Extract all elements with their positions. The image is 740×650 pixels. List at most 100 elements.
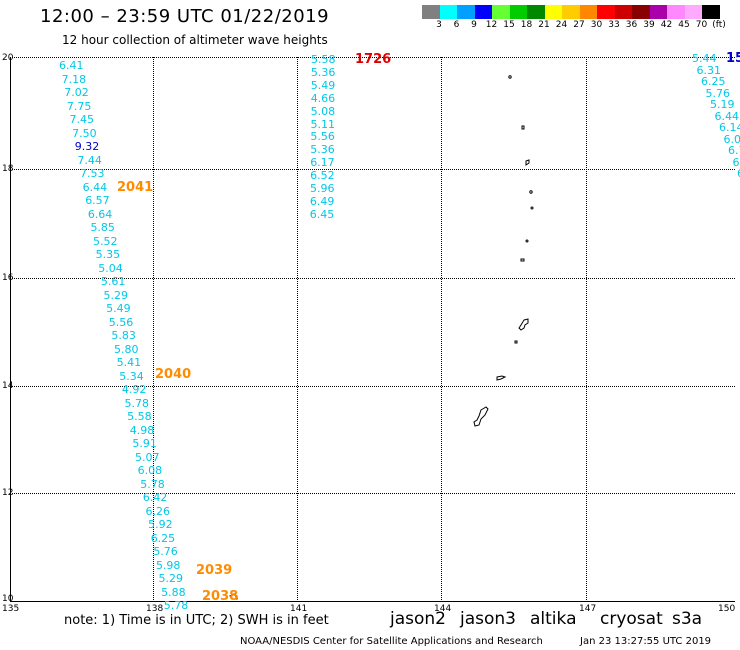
color-scale-swatch: [684, 5, 702, 19]
wave-height-value: 7.50: [72, 126, 97, 140]
page-title: 12:00 – 23:59 UTC 01/22/2019: [40, 6, 330, 27]
color-scale-label: 24: [555, 20, 568, 30]
wave-height-value: 6.26: [145, 504, 170, 518]
wave-height-value: 6.25: [701, 75, 726, 88]
wave-height-value: 5.61: [100, 275, 126, 288]
wave-height-value: 5.76: [153, 545, 178, 558]
pass-time-label: 2041: [117, 180, 154, 195]
wave-height-value: 6.44: [714, 109, 740, 123]
wave-height-value: 5.78: [140, 477, 165, 491]
wave-height-value: 5.29: [103, 288, 129, 302]
wave-height-value: 5.36: [310, 65, 336, 79]
color-scale-label: 42: [660, 20, 673, 30]
gridline-lat-12: [10, 493, 735, 494]
island-outline: [529, 190, 533, 194]
wave-height-value: 5.41: [116, 356, 142, 369]
wave-height-value: 6.17: [310, 156, 335, 170]
lat-label: 10: [2, 594, 14, 604]
wave-height-value: 7.75: [66, 99, 92, 113]
lat-label: 16: [2, 273, 14, 283]
wave-height-value: 5.56: [108, 315, 134, 329]
color-scale-label: 3: [436, 20, 442, 30]
wave-height-value: 5.85: [90, 221, 115, 234]
color-scale-swatch: [474, 5, 492, 19]
gridline-lat-20: [10, 57, 735, 58]
wave-height-value: 5.91: [132, 437, 157, 450]
legend-satellite: altika: [530, 609, 577, 629]
pass-time-label: 2039: [196, 563, 233, 578]
wave-height-value: 6.42: [142, 491, 168, 504]
wave-height-value: 6.14: [719, 121, 740, 134]
wave-height-value: 4.92: [121, 383, 147, 396]
wave-height-value: 6.08: [137, 464, 163, 477]
color-scale-label: 45: [678, 20, 690, 30]
lat-label: 14: [2, 381, 14, 391]
wave-height-value: 5.44: [692, 52, 717, 65]
color-scale-label: 27: [573, 20, 585, 30]
wave-height-value: 5.36: [310, 143, 335, 157]
wave-height-value: 6.41: [59, 59, 84, 72]
pass-time-label: 15: [726, 51, 740, 66]
wave-height-value: 5.56: [310, 130, 335, 144]
color-scale-swatch: [439, 5, 457, 19]
color-scale-swatch: [667, 5, 685, 19]
color-scale-swatch: [509, 5, 527, 19]
island-outline: [496, 375, 507, 381]
wave-height-value: 5.92: [148, 518, 173, 531]
color-scale-swatch: [527, 5, 545, 19]
color-scale-label: 9: [471, 20, 477, 30]
wave-height-value: 5.88: [161, 585, 186, 599]
island-outline: [508, 75, 512, 79]
wave-height-value: 6.8: [732, 155, 740, 169]
lon-label: 138: [146, 604, 164, 614]
island-outline: [520, 258, 525, 262]
wave-height-value: 5.04: [98, 261, 123, 275]
wave-height-value: 5.34: [119, 369, 144, 383]
island-outline: [473, 406, 489, 427]
color-scale-label: 70: [695, 20, 708, 30]
gridline-lon-138: [153, 57, 154, 602]
legend-satellite: cryosat: [600, 609, 663, 629]
pass-time-label: 2038: [202, 589, 239, 604]
island-outline: [525, 239, 529, 243]
color-scale-swatch: [579, 5, 597, 19]
color-scale-swatch: [632, 5, 650, 19]
wave-height-value: 6.64: [87, 207, 113, 221]
wave-height-value: 5.49: [310, 78, 336, 92]
wave-height-value: 5.49: [106, 302, 131, 315]
color-scale-swatch: [457, 5, 475, 19]
wave-height-value: 6.44: [82, 180, 108, 194]
color-scale-label: 18: [520, 20, 533, 30]
timestamp: Jan 23 13:27:55 UTC 2019: [580, 636, 712, 647]
wave-height-value: 5.29: [158, 572, 184, 585]
gridline-lon-141: [297, 57, 298, 602]
color-scale-swatch: [614, 5, 632, 19]
wave-height-value: 6.52: [310, 169, 335, 183]
color-scale-swatch: [649, 5, 667, 19]
color-scale-label: 36: [625, 20, 638, 30]
wave-height-value: 5.78: [124, 396, 150, 410]
gridline-lat-16: [10, 278, 735, 279]
color-scale-label: (ft): [712, 20, 726, 30]
island-outline: [514, 340, 518, 344]
wave-height-value: 6: [737, 168, 740, 179]
lat-label: 18: [2, 164, 14, 174]
pass-time-label: 1726: [355, 52, 392, 67]
island-outline: [530, 206, 534, 210]
credit-text: NOAA/NESDIS Center for Satellite Applica…: [240, 636, 543, 647]
wave-height-value: 5.08: [310, 104, 336, 118]
color-scale-swatch: [544, 5, 562, 19]
footer-note: note: 1) Time is in UTC; 2) SWH is in fe…: [64, 613, 329, 628]
color-scale-swatch: [702, 5, 720, 19]
lat-label: 20: [2, 53, 14, 63]
wave-height-value: 5.80: [114, 342, 139, 356]
lat-label: 12: [2, 488, 14, 498]
wave-height-value: 5.52: [93, 234, 118, 248]
wave-height-value: 6.09: [723, 132, 740, 146]
island-outline: [518, 318, 529, 331]
wave-height-value: 6.31: [696, 63, 722, 77]
wave-height-value: 5.11: [310, 117, 336, 131]
wave-height-value: 6.45: [309, 207, 335, 221]
